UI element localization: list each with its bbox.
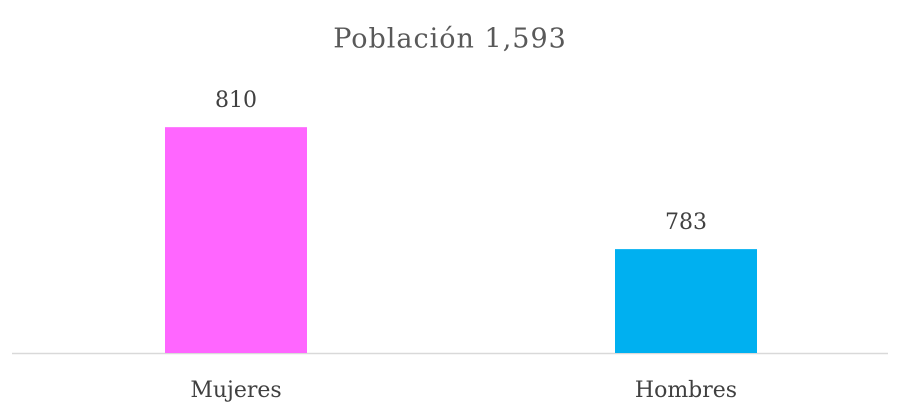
data-label: 783 xyxy=(665,210,707,235)
x-tick-label: Hombres xyxy=(635,378,737,403)
bar xyxy=(165,127,307,354)
data-label: 810 xyxy=(215,88,257,113)
x-tick-label: Mujeres xyxy=(190,378,281,403)
bar xyxy=(615,249,757,353)
chart-title: Población 1,593 xyxy=(333,24,567,55)
